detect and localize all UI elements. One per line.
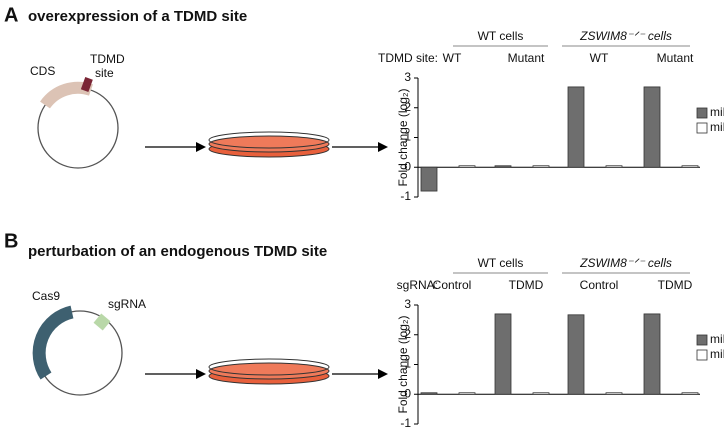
category-label: Control	[433, 278, 472, 292]
panel-letter: B	[4, 230, 18, 252]
dish	[208, 362, 330, 380]
bar	[420, 166, 438, 192]
legend-swatch	[696, 107, 708, 119]
y-tick-label: 2	[404, 327, 411, 341]
y-tick-label: -1	[400, 189, 411, 203]
category-label: TDMD	[658, 278, 693, 292]
y-tick-label: 0	[404, 386, 411, 400]
arrow-head	[378, 369, 388, 379]
bar	[532, 165, 550, 168]
legend-label: miRᵒˢ	[710, 120, 724, 134]
y-tick-label: 0	[404, 159, 411, 173]
category-label: TDMD	[509, 278, 544, 292]
category-label: WT	[590, 51, 609, 65]
dish	[208, 358, 330, 376]
legend-label: miRᵒˢ	[710, 347, 724, 361]
bar	[643, 313, 661, 395]
dish	[208, 131, 330, 149]
group-label: WT cells	[478, 256, 524, 270]
arrow-head	[196, 142, 206, 152]
legend-swatch	[696, 122, 708, 134]
legend-label: miR	[710, 332, 724, 346]
bar	[458, 165, 476, 168]
y-tick-label: -1	[400, 416, 411, 430]
bar	[643, 86, 661, 168]
bar-chart: -1 0 1 2 3 Fold change (log₂) sgRNA: WT cells ZS…	[396, 256, 724, 430]
row-label: TDMD site:	[378, 51, 438, 65]
group-label: ZSWIM8⁻ᐟ⁻ cells	[579, 29, 672, 43]
bar	[458, 392, 476, 395]
category-label: Mutant	[657, 51, 694, 65]
bar	[605, 392, 623, 395]
tdmd-site	[80, 76, 93, 92]
category-label: Mutant	[508, 51, 545, 65]
y-tick-label: 1	[404, 357, 411, 371]
arrow-head	[378, 142, 388, 152]
y-tick-label: 2	[404, 100, 411, 114]
bar	[567, 314, 585, 395]
legend-label: miR	[710, 105, 724, 119]
bar	[420, 392, 438, 395]
bar	[494, 313, 512, 395]
bar	[567, 86, 585, 168]
label: Cas9	[32, 289, 60, 303]
label: site	[95, 66, 114, 80]
legend-swatch	[696, 349, 708, 361]
group-label: ZSWIM8⁻ᐟ⁻ cells	[579, 256, 672, 270]
bar	[681, 165, 699, 168]
panel-b-diagram: B perturbation of an endogenous TDMD sit…	[4, 230, 388, 396]
panel-a-diagram: A overexpression of a TDMD site CDS TDMD…	[4, 4, 388, 169]
bar	[494, 165, 512, 168]
panel-title: overexpression of a TDMD site	[28, 8, 247, 25]
panel-letter: A	[4, 4, 18, 26]
label: TDMD	[90, 52, 125, 66]
category-label: WT	[443, 51, 462, 65]
label: sgRNA	[108, 297, 146, 311]
y-axis-label: Fold change (log₂)	[396, 315, 410, 413]
bar	[681, 392, 699, 395]
y-tick-label: 3	[404, 70, 411, 84]
y-tick-label: 3	[404, 297, 411, 311]
arrow-head	[196, 369, 206, 379]
bar-chart: -1 0 1 2 3 Fold change (log₂) TDMD site: WT cel…	[378, 29, 724, 203]
label: CDS	[30, 64, 55, 78]
legend-swatch	[696, 334, 708, 346]
y-axis-label: Fold change (log₂)	[396, 88, 410, 186]
row-label: sgRNA:	[397, 278, 438, 292]
panel-title: perturbation of an endogenous TDMD site	[28, 243, 327, 260]
group-label: WT cells	[478, 29, 524, 43]
y-tick-label: 1	[404, 130, 411, 144]
sgrna	[93, 313, 111, 331]
cas9-arc	[32, 305, 74, 380]
category-label: Control	[580, 278, 619, 292]
bar	[532, 392, 550, 395]
bar	[605, 165, 623, 168]
dish	[208, 135, 330, 153]
